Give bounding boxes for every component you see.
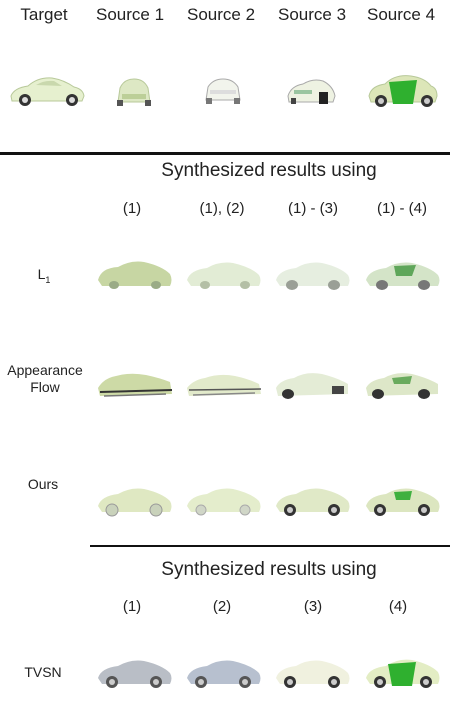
result-l1-4: [366, 262, 440, 290]
header-label-source-3: Source 3: [277, 5, 347, 24]
section-1-column-3: (1) - (3): [288, 200, 338, 217]
result-ours-1: [98, 488, 172, 517]
header-label-source-1: Source 1: [95, 5, 165, 24]
section-1-column-4: (1) - (4): [377, 200, 427, 217]
result-appearance-flow-1: [98, 373, 173, 397]
result-tvsn-4: [366, 659, 440, 688]
source-1-car-image: [117, 78, 151, 106]
result-ours-4: [366, 488, 440, 516]
row-label-ours: Ours: [27, 476, 59, 492]
result-l1-1: [98, 261, 172, 289]
result-ours-2: [187, 488, 261, 516]
header-label-source-4: Source 4: [366, 5, 436, 24]
result-appearance-flow-4: [366, 373, 438, 399]
section-2-column-2: (2): [212, 598, 232, 615]
result-ours-3: [276, 488, 350, 516]
section-2-title: Synthesized results using: [161, 559, 377, 580]
row-label-l1-subscript: 1: [45, 274, 51, 285]
row-label-appearance-flow-line2: Flow: [30, 379, 60, 395]
row-label-appearance-flow-line1: Appearance: [7, 362, 83, 378]
section-1-column-1: (1): [122, 200, 142, 217]
section-divider-bottom: [90, 545, 450, 547]
section-divider-top: [0, 152, 450, 155]
section-2-column-3: (3): [303, 598, 323, 615]
result-tvsn-3: [276, 660, 350, 688]
section-2-column-1: (1): [122, 598, 142, 615]
section-1-title: Synthesized results using: [161, 160, 377, 181]
row-label-l1-main: L: [37, 266, 46, 282]
result-appearance-flow-2: [187, 374, 262, 396]
result-tvsn-1: [98, 660, 172, 688]
header-label-target: Target: [20, 5, 68, 24]
row-label-tvsn: TVSN: [24, 664, 62, 680]
target-car-image: [10, 77, 85, 106]
source-3-car-image: [287, 79, 336, 104]
source-2-car-image: [205, 78, 241, 104]
result-tvsn-2: [187, 660, 261, 688]
row-label-appearance-flow: Appearance Flow: [7, 362, 83, 396]
header-label-source-2: Source 2: [186, 5, 256, 24]
result-l1-2: [187, 262, 261, 289]
result-appearance-flow-3: [276, 373, 348, 399]
section-2-column-4: (4): [388, 598, 408, 615]
row-label-l1: L1: [38, 266, 51, 289]
section-1-column-2: (1), (2): [199, 200, 245, 217]
result-l1-3: [276, 262, 350, 290]
source-4-car-image: [368, 75, 438, 107]
